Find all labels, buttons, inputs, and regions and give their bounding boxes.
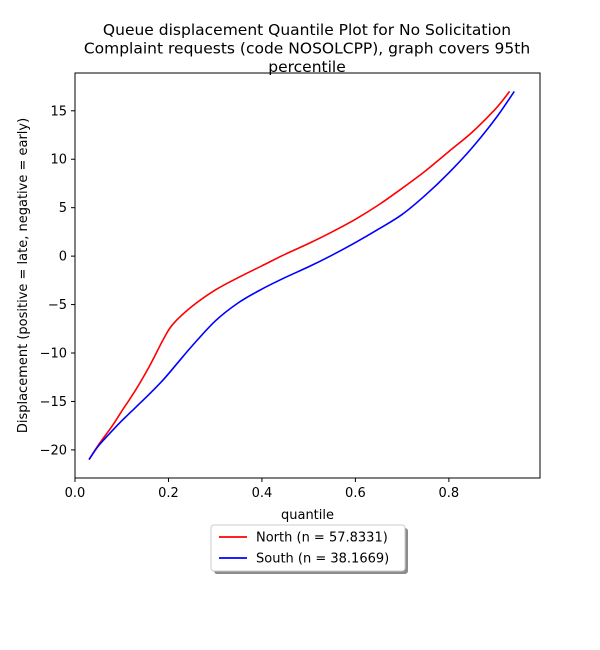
y-axis-label: Displacement (positive = late, negative … <box>16 118 31 433</box>
plot-area <box>74 72 541 479</box>
legend: North (n = 57.8331) South (n = 38.1669) <box>210 524 408 574</box>
legend-box <box>210 524 406 572</box>
title-line: Queue displacement Quantile Plot for No … <box>103 21 511 39</box>
x-axis-ticks: 0.0 0.2 0.4 0.6 0.8 <box>65 478 460 501</box>
series-line-south <box>88 90 515 461</box>
x-tick-label: 0.6 <box>345 486 366 501</box>
title-line: percentile <box>268 58 346 76</box>
y-tick-label: −20 <box>40 443 67 458</box>
x-tick-label: 0.2 <box>158 486 179 501</box>
y-tick-label: 5 <box>59 201 67 216</box>
title-line: Complaint requests (code NOSOLCPP), grap… <box>84 40 530 58</box>
series-lines <box>88 90 515 461</box>
x-tick-label: 0.4 <box>252 486 273 501</box>
series-line-north <box>88 90 511 461</box>
y-tick-label: 0 <box>59 250 67 265</box>
legend-entry-label: South (n = 38.1669) <box>256 552 389 567</box>
legend-entry-label: North (n = 57.8331) <box>256 531 388 546</box>
y-tick-label: 15 <box>50 104 67 119</box>
y-axis-ticks: −20 −15 −10 −5 0 5 10 15 <box>40 104 75 458</box>
x-tick-label: 0.8 <box>439 486 460 501</box>
y-tick-label: −5 <box>48 298 67 313</box>
chart-title: Queue displacement Quantile Plot for No … <box>84 21 530 76</box>
y-tick-label: 10 <box>50 153 67 168</box>
x-axis-label: quantile <box>281 508 334 523</box>
x-tick-label: 0.0 <box>65 486 86 501</box>
y-tick-label: −15 <box>40 395 67 410</box>
y-tick-label: −10 <box>40 347 67 362</box>
